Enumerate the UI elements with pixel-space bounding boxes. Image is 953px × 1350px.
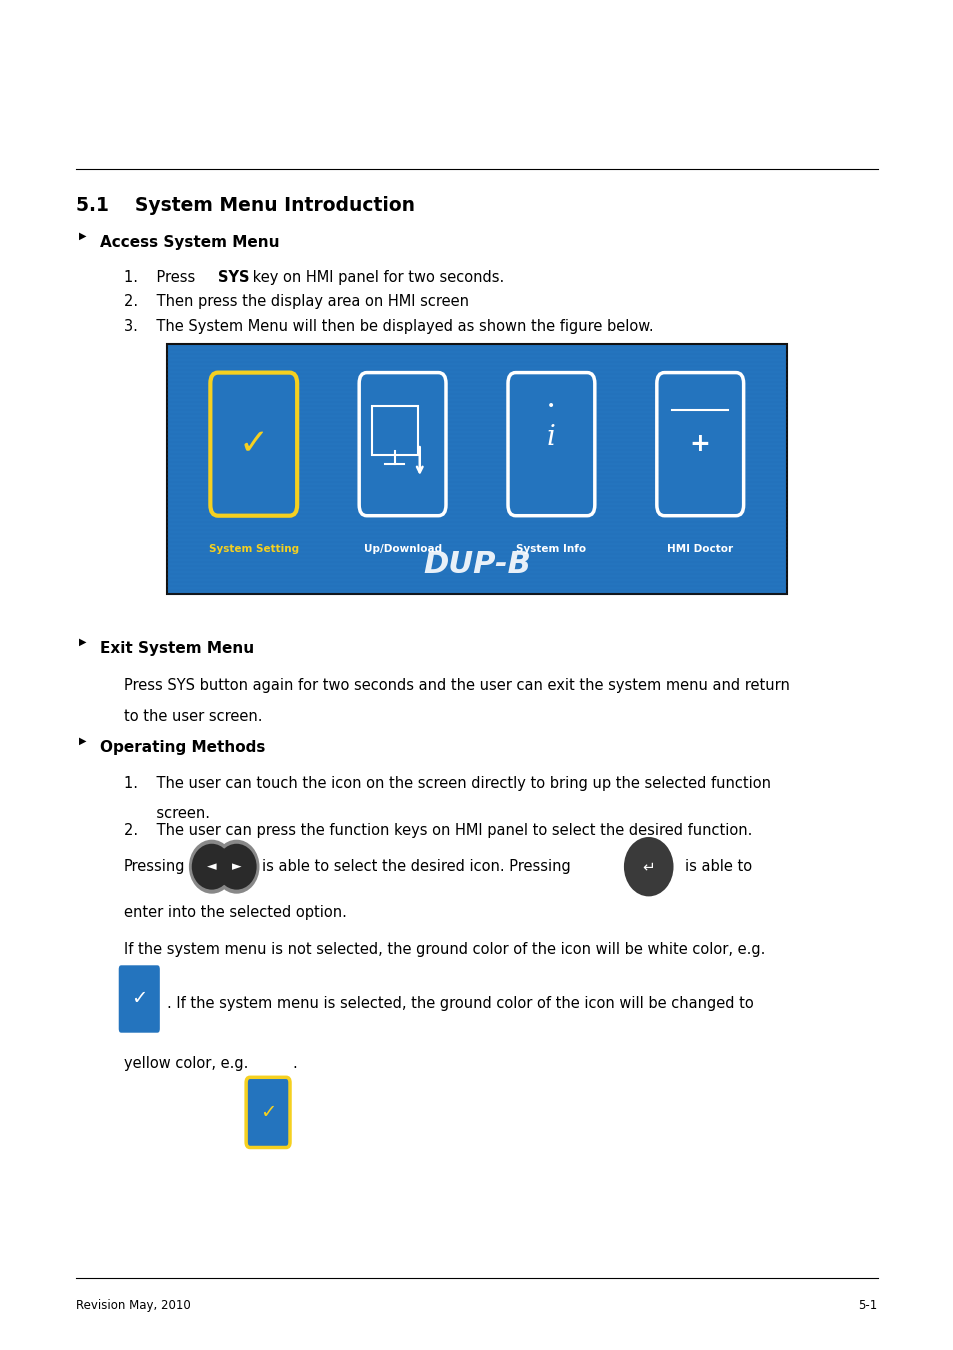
Ellipse shape bbox=[623, 837, 673, 896]
Text: ◄: ◄ bbox=[207, 860, 216, 873]
Text: ↵: ↵ bbox=[641, 859, 655, 875]
Text: System Info: System Info bbox=[516, 544, 586, 554]
Text: ▶: ▶ bbox=[79, 231, 87, 240]
FancyBboxPatch shape bbox=[246, 1077, 290, 1147]
Text: 1.    Press: 1. Press bbox=[124, 270, 200, 285]
FancyBboxPatch shape bbox=[117, 964, 161, 1034]
FancyBboxPatch shape bbox=[167, 344, 786, 594]
Text: Press SYS button again for two seconds and the user can exit the system menu and: Press SYS button again for two seconds a… bbox=[124, 678, 789, 693]
Text: to the user screen.: to the user screen. bbox=[124, 709, 262, 724]
Text: is able to: is able to bbox=[684, 859, 751, 875]
Text: Exit System Menu: Exit System Menu bbox=[100, 641, 254, 656]
Ellipse shape bbox=[625, 840, 671, 894]
Text: yellow color, e.g.: yellow color, e.g. bbox=[124, 1056, 248, 1071]
FancyBboxPatch shape bbox=[210, 373, 296, 516]
Ellipse shape bbox=[192, 844, 232, 890]
Text: +: + bbox=[689, 432, 710, 456]
Text: . If the system menu is selected, the ground color of the icon will be changed t: . If the system menu is selected, the gr… bbox=[167, 996, 753, 1011]
FancyBboxPatch shape bbox=[656, 373, 743, 516]
Text: ►: ► bbox=[232, 860, 241, 873]
FancyBboxPatch shape bbox=[507, 373, 594, 516]
Text: 5.1    System Menu Introduction: 5.1 System Menu Introduction bbox=[76, 196, 415, 215]
Text: Up/Download: Up/Download bbox=[363, 544, 441, 554]
Text: 2.    Then press the display area on HMI screen: 2. Then press the display area on HMI sc… bbox=[124, 294, 469, 309]
Text: If the system menu is not selected, the ground color of the icon will be white c: If the system menu is not selected, the … bbox=[124, 942, 764, 957]
Text: Pressing: Pressing bbox=[124, 859, 185, 875]
Text: System Setting: System Setting bbox=[209, 544, 298, 554]
Text: ✓: ✓ bbox=[131, 990, 148, 1008]
Text: 5-1: 5-1 bbox=[858, 1299, 877, 1312]
Text: DUP-B: DUP-B bbox=[422, 549, 531, 579]
Text: Revision May, 2010: Revision May, 2010 bbox=[76, 1299, 191, 1312]
Text: 1.    The user can touch the icon on the screen directly to bring up the selecte: 1. The user can touch the icon on the sc… bbox=[124, 776, 770, 791]
FancyBboxPatch shape bbox=[372, 406, 417, 455]
Text: key on HMI panel for two seconds.: key on HMI panel for two seconds. bbox=[248, 270, 504, 285]
Text: is able to select the desired icon. Pressing: is able to select the desired icon. Pres… bbox=[262, 859, 571, 875]
Ellipse shape bbox=[213, 840, 259, 894]
FancyBboxPatch shape bbox=[358, 373, 445, 516]
Ellipse shape bbox=[189, 840, 234, 894]
Text: Operating Methods: Operating Methods bbox=[100, 740, 265, 755]
Text: ✓: ✓ bbox=[259, 1103, 276, 1122]
Ellipse shape bbox=[216, 844, 256, 890]
Text: ▶: ▶ bbox=[79, 736, 87, 745]
Text: Access System Menu: Access System Menu bbox=[100, 235, 279, 250]
Text: .: . bbox=[292, 1056, 296, 1071]
Text: ✓: ✓ bbox=[238, 427, 269, 462]
Text: 2.    The user can press the function keys on HMI panel to select the desired fu: 2. The user can press the function keys … bbox=[124, 824, 752, 838]
Text: ▶: ▶ bbox=[79, 637, 87, 647]
Text: i: i bbox=[546, 424, 556, 451]
Text: •: • bbox=[547, 400, 555, 413]
Text: SYS: SYS bbox=[217, 270, 249, 285]
Text: HMI Doctor: HMI Doctor bbox=[666, 544, 733, 554]
Text: enter into the selected option.: enter into the selected option. bbox=[124, 904, 347, 919]
Text: 3.    The System Menu will then be displayed as shown the figure below.: 3. The System Menu will then be displaye… bbox=[124, 319, 653, 333]
Text: screen.: screen. bbox=[124, 806, 210, 821]
